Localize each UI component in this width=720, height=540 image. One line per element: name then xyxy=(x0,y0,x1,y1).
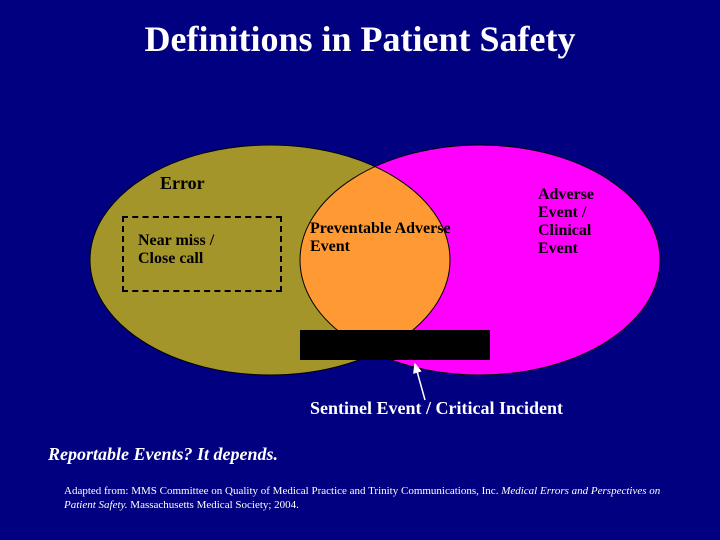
sentinel-event-label: Sentinel Event / Critical Incident xyxy=(310,398,563,419)
citation-suffix: Massachusetts Medical Society; 2004. xyxy=(128,499,299,511)
reportable-events-text: Reportable Events? It depends. xyxy=(48,444,278,465)
citation-text: Adapted from: MMS Committee on Quality o… xyxy=(64,484,674,513)
slide: Definitions in Patient Safety Error Near… xyxy=(0,0,720,540)
citation-prefix: Adapted from: MMS Committee on Quality o… xyxy=(64,485,501,497)
